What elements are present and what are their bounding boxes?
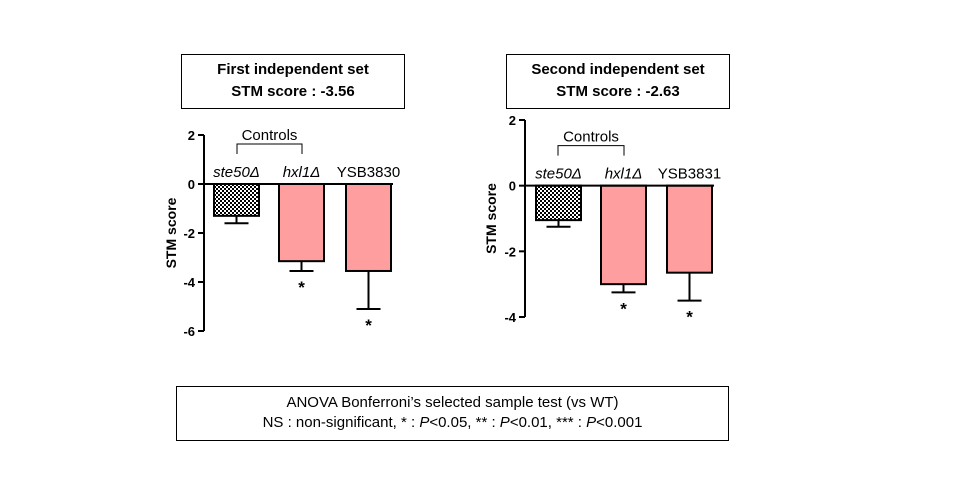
legend-p-italic: P xyxy=(499,414,510,431)
chart1-y-tick-label: -6 xyxy=(183,324,195,339)
stats-legend-box: ANOVA Bonferroni’s selected sample test … xyxy=(176,386,729,441)
chart2-y-tick-label: 0 xyxy=(509,179,516,194)
chart2-significance-mark: * xyxy=(620,299,627,318)
chart1-controls-label: Controls xyxy=(242,127,298,144)
chart1-bar xyxy=(213,183,260,217)
chart2-y-tick-label: 2 xyxy=(509,113,516,128)
chart1-significance-mark: * xyxy=(298,278,305,297)
chart1-title: First independent set xyxy=(217,61,369,78)
chart2-controls-bracket xyxy=(557,145,625,156)
chart1-y-tick-label: 0 xyxy=(188,177,195,192)
chart1-bar xyxy=(345,183,392,272)
chart1-category-label: YSB3830 xyxy=(337,164,400,181)
chart1-subtitle: STM score : -3.56 xyxy=(231,83,355,100)
chart2-bar xyxy=(535,184,582,222)
chart1-significance-mark: * xyxy=(365,316,372,335)
chart2-y-tick-label: -2 xyxy=(504,244,516,259)
stats-legend-line1: ANOVA Bonferroni’s selected sample test … xyxy=(286,394,619,411)
chart1-category-label: hxl1Δ xyxy=(283,164,321,181)
legend-p-italic: P xyxy=(586,414,597,431)
legend-part: <0.05, ** : xyxy=(429,414,500,431)
chart2-bar xyxy=(600,184,647,286)
chart2-category-label: YSB3831 xyxy=(658,166,721,183)
chart2-significance-mark: * xyxy=(686,308,693,327)
legend-p-italic: P xyxy=(419,414,430,431)
chart2-title-box: Second independent set STM score : -2.63 xyxy=(506,54,730,109)
chart2-subtitle: STM score : -2.63 xyxy=(556,83,680,100)
legend-part: <0.001 xyxy=(596,414,643,431)
chart2-bar xyxy=(666,184,713,274)
chart1-y-axis-label: STM score xyxy=(163,197,179,268)
chart2-category-label: ste50Δ xyxy=(535,166,582,183)
chart1-bar xyxy=(278,183,325,263)
chart2-y-axis-label: STM score xyxy=(483,183,499,254)
chart2-controls-label: Controls xyxy=(563,129,619,146)
legend-part: NS : non-significant, * : xyxy=(262,414,420,431)
chart1-category-label: ste50Δ xyxy=(213,164,260,181)
chart2-title: Second independent set xyxy=(531,61,705,78)
chart1-y-tick-label: -2 xyxy=(183,226,195,241)
stats-legend-line2: NS : non-significant, * : P<0.05, ** : P… xyxy=(177,413,728,433)
chart1-y-tick-label: 2 xyxy=(188,128,195,143)
chart1-y-tick-label: -4 xyxy=(183,275,195,290)
chart1-controls-bracket xyxy=(236,143,303,154)
chart2-category-label: hxl1Δ xyxy=(605,166,643,183)
chart1-title-box: First independent set STM score : -3.56 xyxy=(181,54,405,109)
chart2-y-tick-label: -4 xyxy=(504,310,516,325)
legend-part: <0.01, *** : xyxy=(509,414,587,431)
